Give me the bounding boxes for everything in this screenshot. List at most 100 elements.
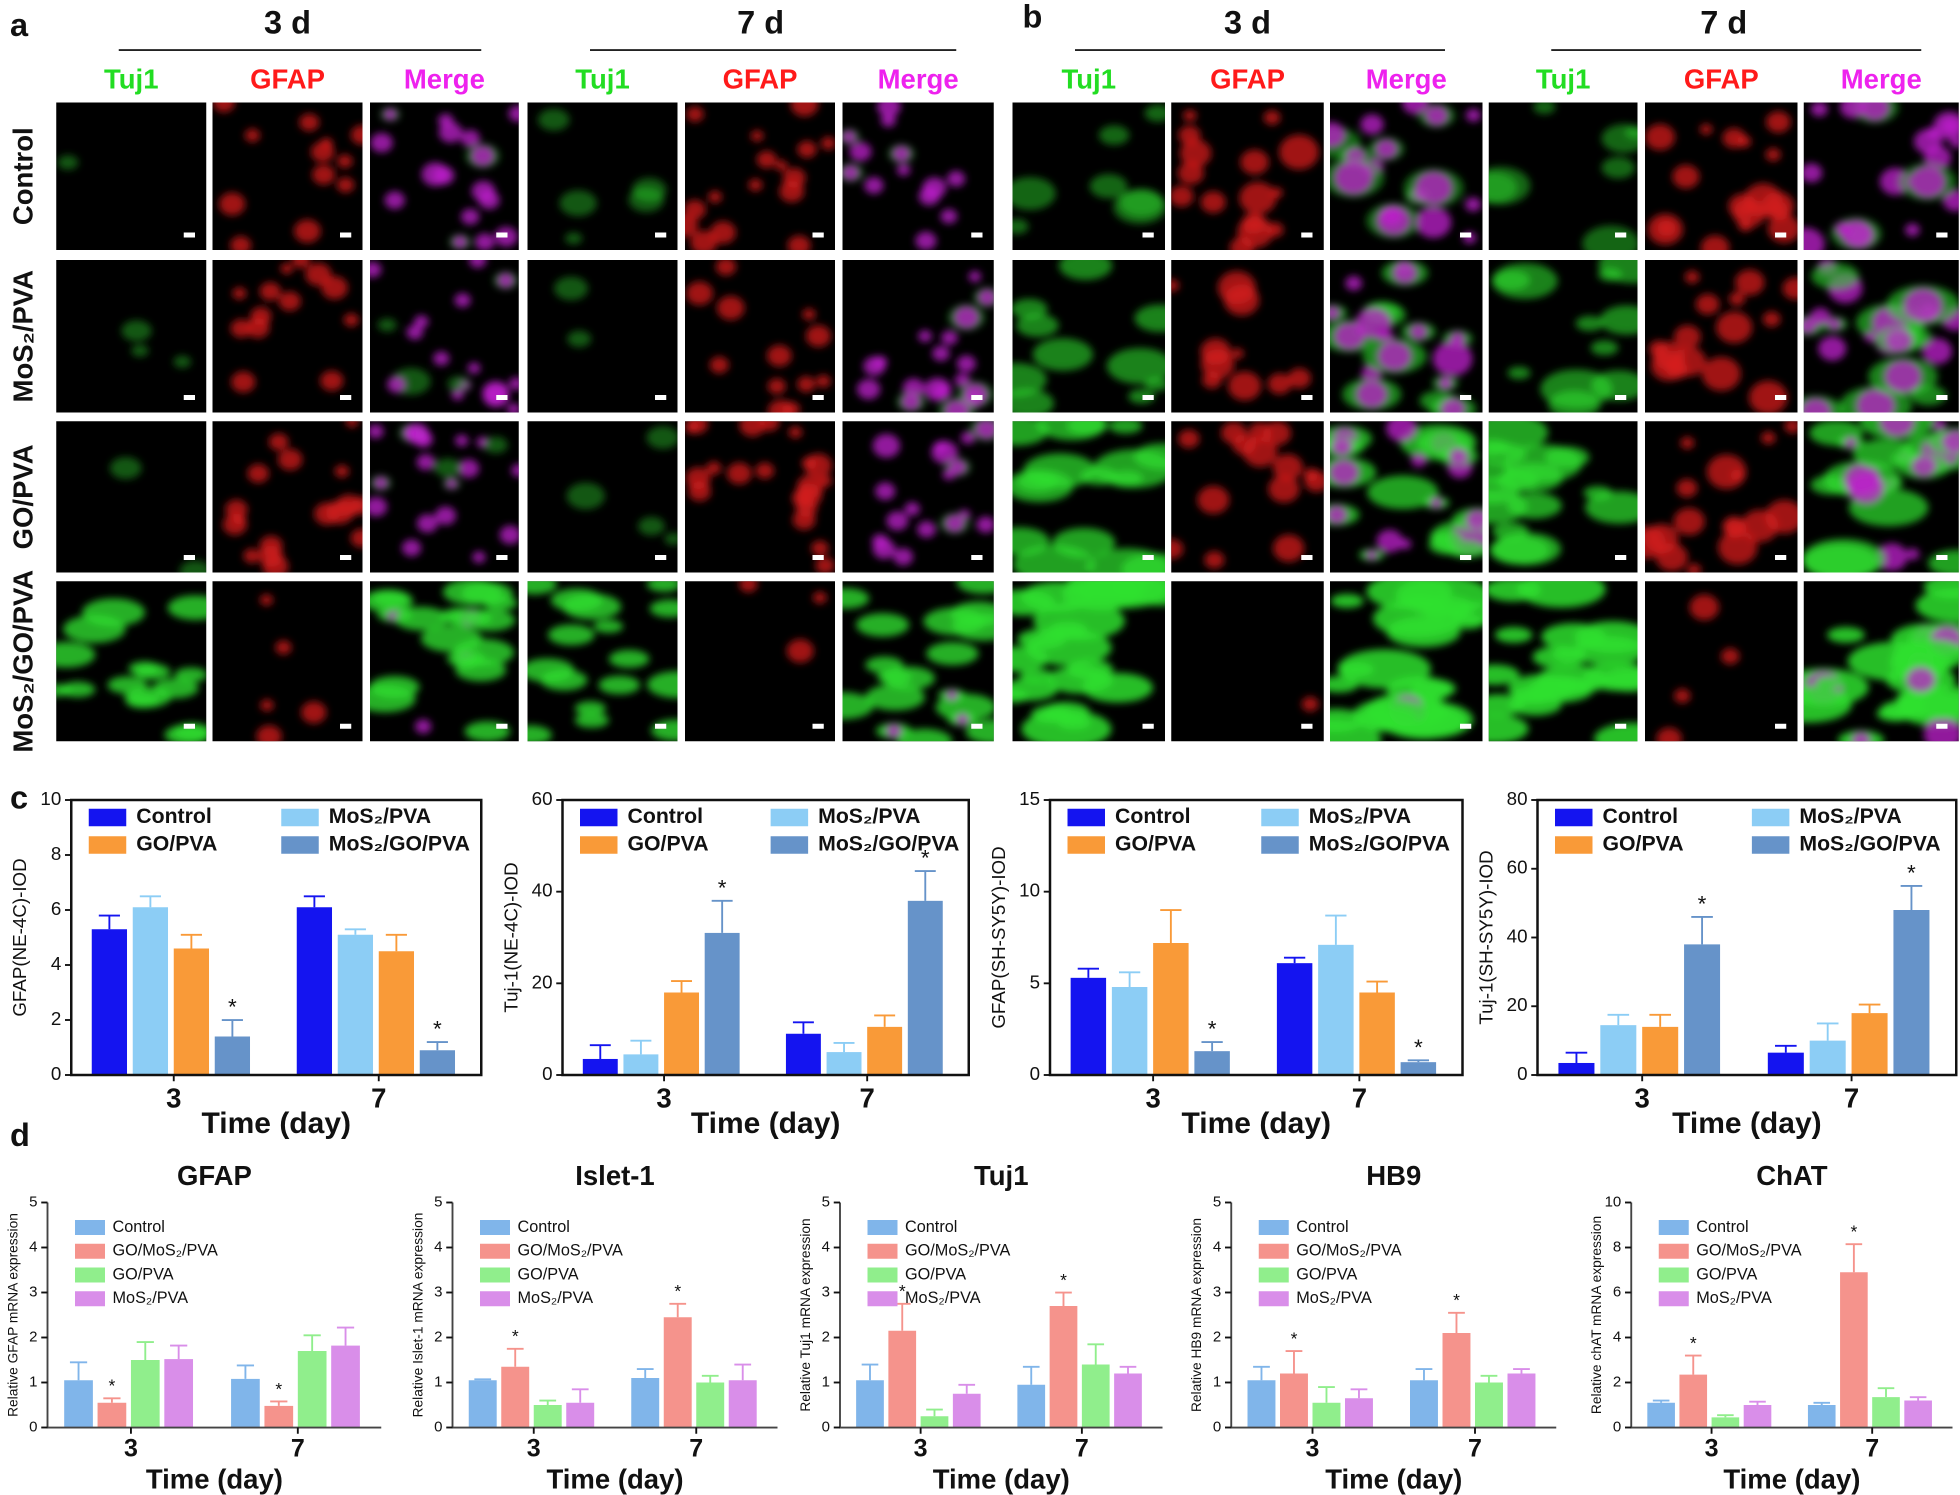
cell	[1716, 311, 1753, 344]
cell	[820, 136, 835, 150]
cell	[811, 540, 829, 556]
y-axis-label: Relative Tuj1 mRNA expression	[798, 1218, 813, 1411]
cell	[1171, 538, 1184, 559]
bar	[704, 932, 740, 1075]
error-bar	[539, 1399, 557, 1405]
cell	[1508, 693, 1562, 716]
scale-bar	[1142, 723, 1154, 729]
bar	[1743, 1405, 1772, 1428]
channel-label: GFAP	[1684, 64, 1759, 95]
bar	[378, 951, 415, 1075]
error-bar	[1691, 915, 1713, 945]
cells	[57, 155, 79, 170]
error-bar	[136, 1341, 154, 1360]
cell	[1818, 336, 1847, 361]
x-tick-label: 3	[656, 1082, 671, 1113]
cell	[310, 141, 335, 163]
cell	[944, 514, 965, 533]
legend-label: GO/MoS₂/PVA	[518, 1242, 624, 1260]
cell	[1699, 123, 1713, 135]
cell	[871, 533, 889, 549]
cell	[900, 392, 922, 411]
error-bar	[1717, 1414, 1734, 1418]
cell	[797, 376, 816, 393]
y-tick-label: 8	[51, 843, 61, 864]
cell	[716, 295, 745, 320]
cell	[1657, 220, 1676, 237]
cell	[1449, 614, 1483, 630]
y-tick-label: 5	[434, 1193, 442, 1210]
cell	[299, 113, 320, 132]
cell	[218, 192, 246, 216]
legend-label: GO/MoS₂/PVA	[1296, 1242, 1402, 1260]
x-tick-label: 7	[1352, 1082, 1367, 1113]
cell	[1488, 664, 1520, 686]
cell	[1859, 102, 1890, 121]
scale-bar	[340, 232, 352, 238]
y-tick-label: 6	[51, 898, 61, 919]
cell	[1399, 538, 1412, 550]
cell	[1263, 110, 1281, 125]
legend-label: MoS₂/PVA	[1296, 1289, 1372, 1307]
micrograph	[685, 102, 835, 250]
legend-label: GO/PVA	[1115, 832, 1196, 856]
cell	[268, 433, 289, 451]
cell	[373, 476, 389, 490]
cell	[1239, 181, 1277, 215]
cell	[1684, 270, 1700, 284]
cell	[405, 423, 429, 444]
x-tick-label: 3	[1635, 1082, 1650, 1113]
error-bar	[571, 1388, 589, 1403]
scale-bar	[1301, 395, 1313, 400]
bar	[1359, 992, 1395, 1075]
bar	[696, 1382, 725, 1428]
scale-bar	[812, 555, 824, 560]
chart-title: Tuj1	[974, 1160, 1029, 1191]
cell	[1905, 223, 1920, 237]
cell	[687, 421, 709, 434]
error-bar	[1285, 1350, 1303, 1374]
cell	[1287, 368, 1311, 389]
y-tick-label: 6	[1613, 1283, 1621, 1300]
cell	[1200, 191, 1226, 214]
legend-label: Control	[113, 1218, 165, 1236]
y-tick-label: 3	[822, 1283, 830, 1300]
cell	[1834, 221, 1851, 236]
cell	[1248, 422, 1272, 443]
x-tick-label: 3	[1705, 1435, 1719, 1463]
cells	[370, 581, 518, 742]
cell	[57, 155, 79, 170]
cell	[1376, 529, 1403, 553]
bar	[419, 1050, 456, 1075]
y-tick-label: 4	[822, 1238, 830, 1255]
legend-swatch	[580, 836, 618, 854]
error-bar	[270, 1400, 288, 1406]
scale-bar	[1615, 723, 1627, 729]
cell	[1113, 189, 1165, 224]
cell	[1656, 727, 1682, 742]
scale-bar	[1936, 723, 1948, 729]
legend-swatch	[1751, 836, 1790, 854]
cell	[231, 371, 256, 393]
bar	[296, 907, 333, 1075]
cell	[815, 374, 831, 388]
legend-swatch	[1658, 1243, 1689, 1259]
cell	[1884, 359, 1922, 394]
cell	[1357, 706, 1419, 732]
y-tick-label: 2	[434, 1328, 442, 1345]
cell	[278, 291, 301, 312]
cell	[1601, 124, 1638, 153]
row-label: MoS₂/GO/PVA	[7, 570, 38, 753]
error-bar	[1415, 1368, 1433, 1381]
error-bar	[474, 1378, 492, 1381]
legend-label: MoS₂/PVA	[1799, 804, 1901, 828]
cell	[1263, 421, 1292, 446]
cell	[956, 581, 994, 594]
cell	[413, 315, 429, 329]
legend-swatch	[480, 1267, 510, 1283]
cell	[779, 180, 805, 203]
error-bar	[236, 1364, 255, 1379]
bar	[1809, 1040, 1846, 1075]
legend-swatch	[88, 836, 127, 854]
cell	[387, 376, 407, 393]
